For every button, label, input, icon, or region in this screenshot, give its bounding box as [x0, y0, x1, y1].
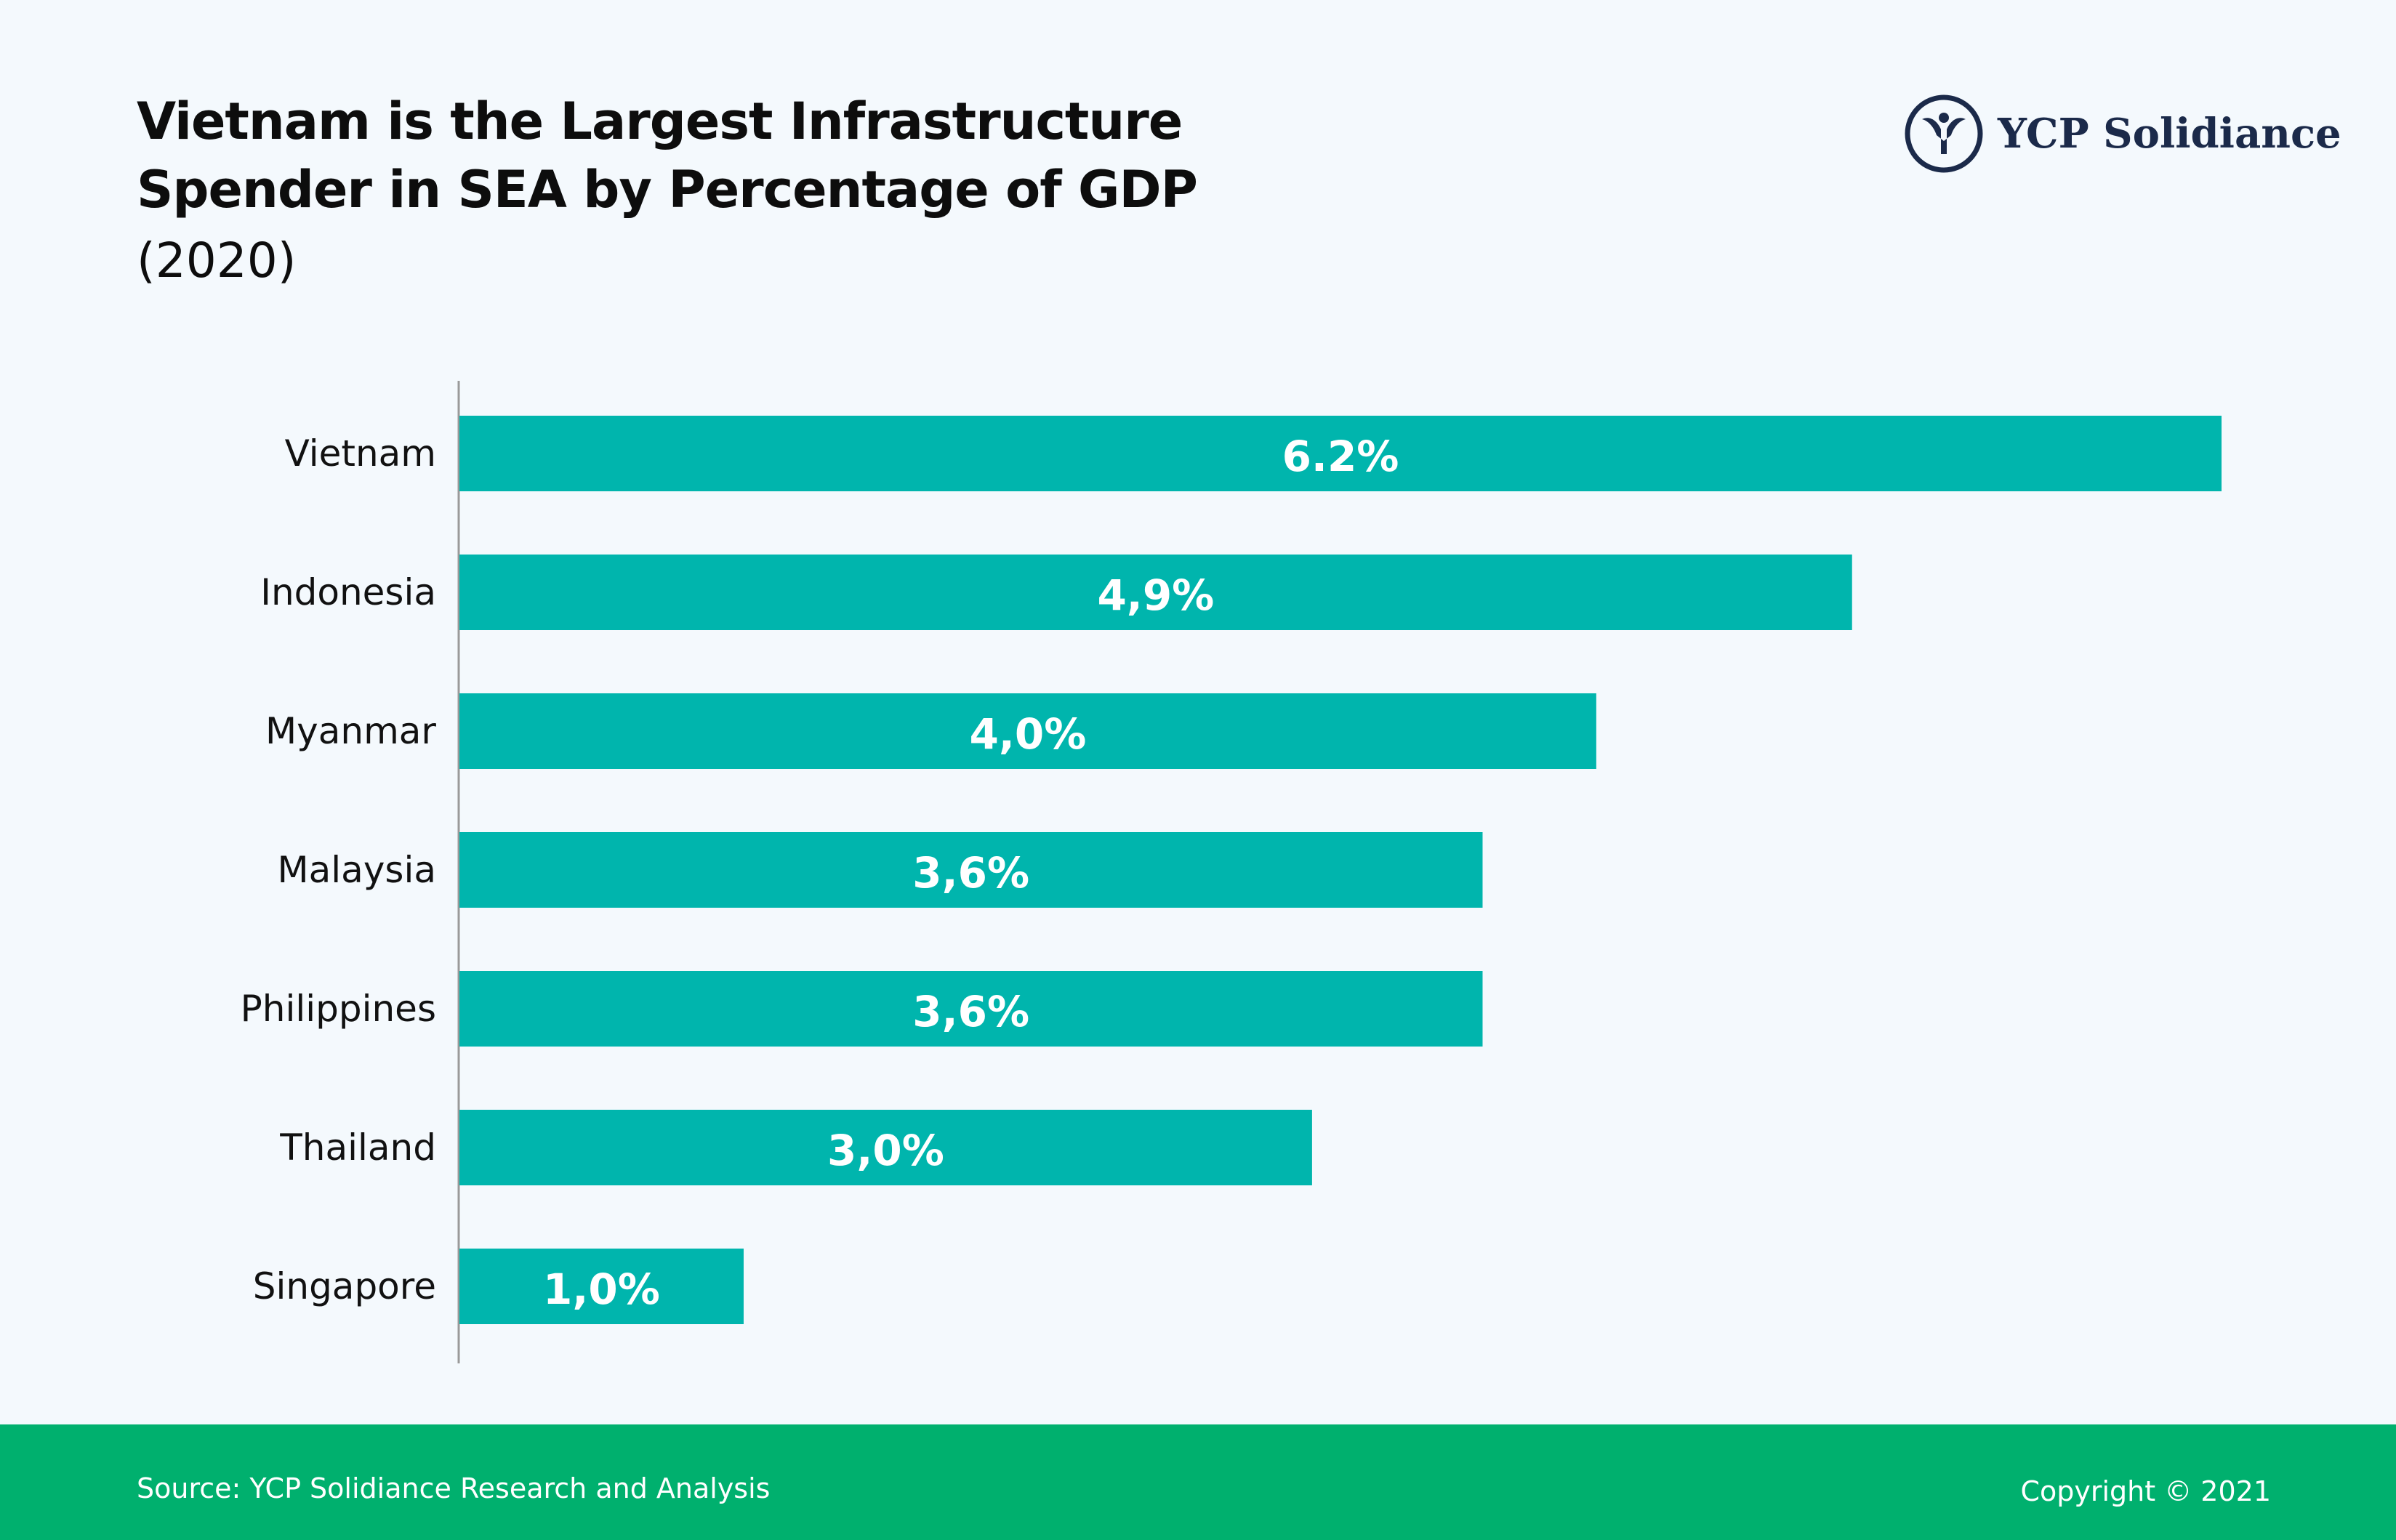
category-label-indonesia: Indonesia: [260, 571, 436, 613]
bar-vietnam: [459, 416, 2222, 491]
data-label-malaysia: 3,6%: [912, 848, 1029, 898]
category-label-singapore: Singapore: [253, 1265, 436, 1307]
bar-myanmar: [459, 693, 1596, 769]
company-logo: YCP Solidiance: [1903, 93, 2341, 174]
category-label-vietnam: Vietnam: [285, 432, 436, 475]
bar-indonesia: [459, 555, 1852, 630]
category-label-myanmar: Myanmar: [265, 710, 436, 752]
bar-singapore: [459, 1249, 744, 1324]
footer-bar: [0, 1424, 2396, 1540]
chart-title-line-2: Spender in SEA by Percentage of GDP: [137, 160, 1198, 219]
bar-thailand: [459, 1110, 1312, 1185]
bar-malaysia: [459, 832, 1483, 908]
logo-text: YCP Solidiance: [1998, 110, 2341, 158]
data-label-indonesia: 4,9%: [1097, 571, 1214, 620]
copyright-note: Copyright © 2021: [2020, 1475, 2271, 1507]
data-label-philippines: 3,6%: [912, 987, 1029, 1036]
category-label-thailand: Thailand: [279, 1126, 436, 1169]
bar-philippines: [459, 971, 1483, 1047]
chart-title-block: Vietnam is the Largest Infrastructure Sp…: [137, 87, 1372, 295]
category-label-philippines: Philippines: [241, 988, 436, 1030]
data-label-singapore: 1,0%: [543, 1265, 660, 1314]
data-label-vietnam: 6.2%: [1282, 432, 1399, 481]
chart-subtitle: (2020): [137, 233, 297, 289]
data-label-myanmar: 4,0%: [970, 709, 1087, 759]
source-note: Source: YCP Solidiance Research and Anal…: [137, 1472, 771, 1504]
data-label-thailand: 3,0%: [827, 1126, 944, 1175]
ycp-solidiance-emblem-icon: [1905, 94, 1983, 173]
bar-chart: Vietnam 6.2% Indonesia 4,9% Myanmar 4,0% Malay…: [241, 381, 2222, 1363]
category-label-malaysia: Malaysia: [278, 849, 436, 891]
chart-title-line-1: Vietnam is the Largest Infrastructure: [137, 92, 1183, 151]
